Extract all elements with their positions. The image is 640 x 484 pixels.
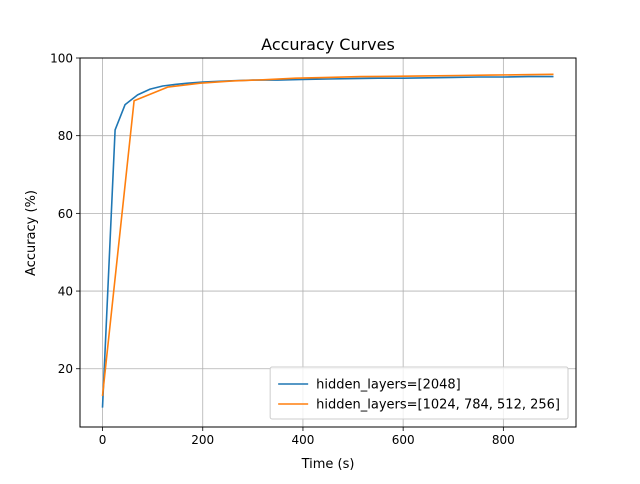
chart-title: Accuracy Curves bbox=[261, 35, 395, 54]
x-tick-label: 400 bbox=[291, 433, 314, 447]
y-tick-label: 20 bbox=[58, 362, 73, 376]
legend-label-1: hidden_layers=[2048] bbox=[316, 378, 461, 393]
series-line-2 bbox=[101, 73, 554, 396]
y-tick-label: 100 bbox=[50, 52, 73, 66]
y-tick-label: 60 bbox=[58, 207, 73, 221]
legend: hidden_layers=[2048] hidden_layers=[1024,… bbox=[269, 366, 569, 420]
legend-items: hidden_layers=[2048] hidden_layers=[1024,… bbox=[278, 378, 560, 413]
tick-layer: 0 200 400 600 800 20 40 60 80 100 bbox=[50, 52, 515, 448]
x-axis-label: Time (s) bbox=[301, 457, 355, 472]
x-tick-label: 800 bbox=[492, 433, 515, 447]
series-line-1 bbox=[101, 75, 554, 408]
x-tick-label: 600 bbox=[392, 433, 415, 447]
y-tick-label: 80 bbox=[58, 129, 73, 143]
y-tick-label: 40 bbox=[58, 285, 73, 299]
axes-frame bbox=[79, 57, 577, 428]
series-layer bbox=[101, 73, 554, 408]
legend-label-2: hidden_layers=[1024, 784, 512, 256] bbox=[316, 398, 560, 413]
x-tick-label: 200 bbox=[191, 433, 214, 447]
y-axis-label: Accuracy (%) bbox=[24, 190, 39, 276]
x-tick-label: 0 bbox=[99, 433, 107, 447]
legend-box bbox=[269, 366, 569, 420]
